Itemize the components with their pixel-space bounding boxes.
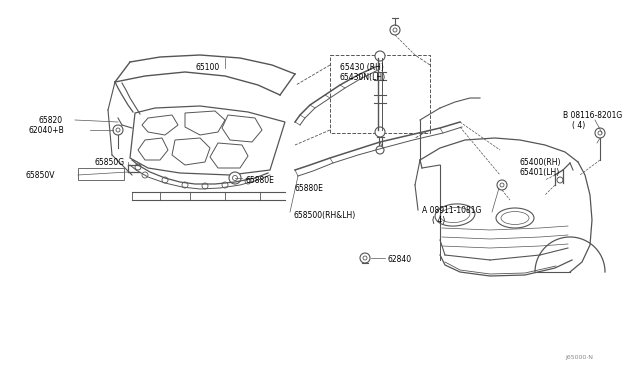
Text: 65850V: 65850V (25, 170, 54, 180)
Text: 62840: 62840 (388, 256, 412, 264)
Circle shape (376, 146, 384, 154)
Circle shape (363, 256, 367, 260)
Circle shape (222, 182, 228, 188)
Bar (78, 168, 124, 180)
Text: 65401(LH): 65401(LH) (520, 167, 560, 176)
Circle shape (598, 131, 602, 135)
Text: 65880E: 65880E (295, 183, 324, 192)
Circle shape (113, 125, 123, 135)
Text: J65000·N: J65000·N (565, 356, 593, 360)
Circle shape (245, 178, 251, 184)
Bar (330, 55, 430, 133)
Circle shape (232, 176, 237, 180)
Text: 65400(RH): 65400(RH) (520, 157, 561, 167)
Circle shape (202, 183, 208, 189)
Text: ( 4): ( 4) (572, 121, 585, 129)
Circle shape (497, 180, 507, 190)
Circle shape (500, 183, 504, 187)
Circle shape (375, 51, 385, 61)
Text: A 08911-1081G: A 08911-1081G (422, 205, 481, 215)
Circle shape (390, 25, 400, 35)
Text: 62040+B: 62040+B (28, 125, 64, 135)
Text: B 08116-8201G: B 08116-8201G (563, 110, 622, 119)
Circle shape (135, 164, 141, 170)
Circle shape (229, 172, 241, 184)
Circle shape (182, 182, 188, 188)
Circle shape (557, 177, 563, 183)
Text: 65430N(LH): 65430N(LH) (340, 73, 386, 81)
Text: 65430 (RH): 65430 (RH) (340, 62, 384, 71)
Circle shape (375, 127, 385, 137)
Circle shape (360, 253, 370, 263)
Text: 658500(RH&LH): 658500(RH&LH) (294, 211, 356, 219)
Text: 65100: 65100 (195, 62, 220, 71)
Text: 65850G: 65850G (94, 157, 124, 167)
Circle shape (162, 177, 168, 183)
Circle shape (393, 28, 397, 32)
Circle shape (142, 172, 148, 178)
Text: ( 4): ( 4) (432, 215, 445, 224)
Circle shape (595, 128, 605, 138)
Text: 65880E: 65880E (245, 176, 274, 185)
Text: 65820: 65820 (38, 115, 62, 125)
Circle shape (116, 128, 120, 132)
